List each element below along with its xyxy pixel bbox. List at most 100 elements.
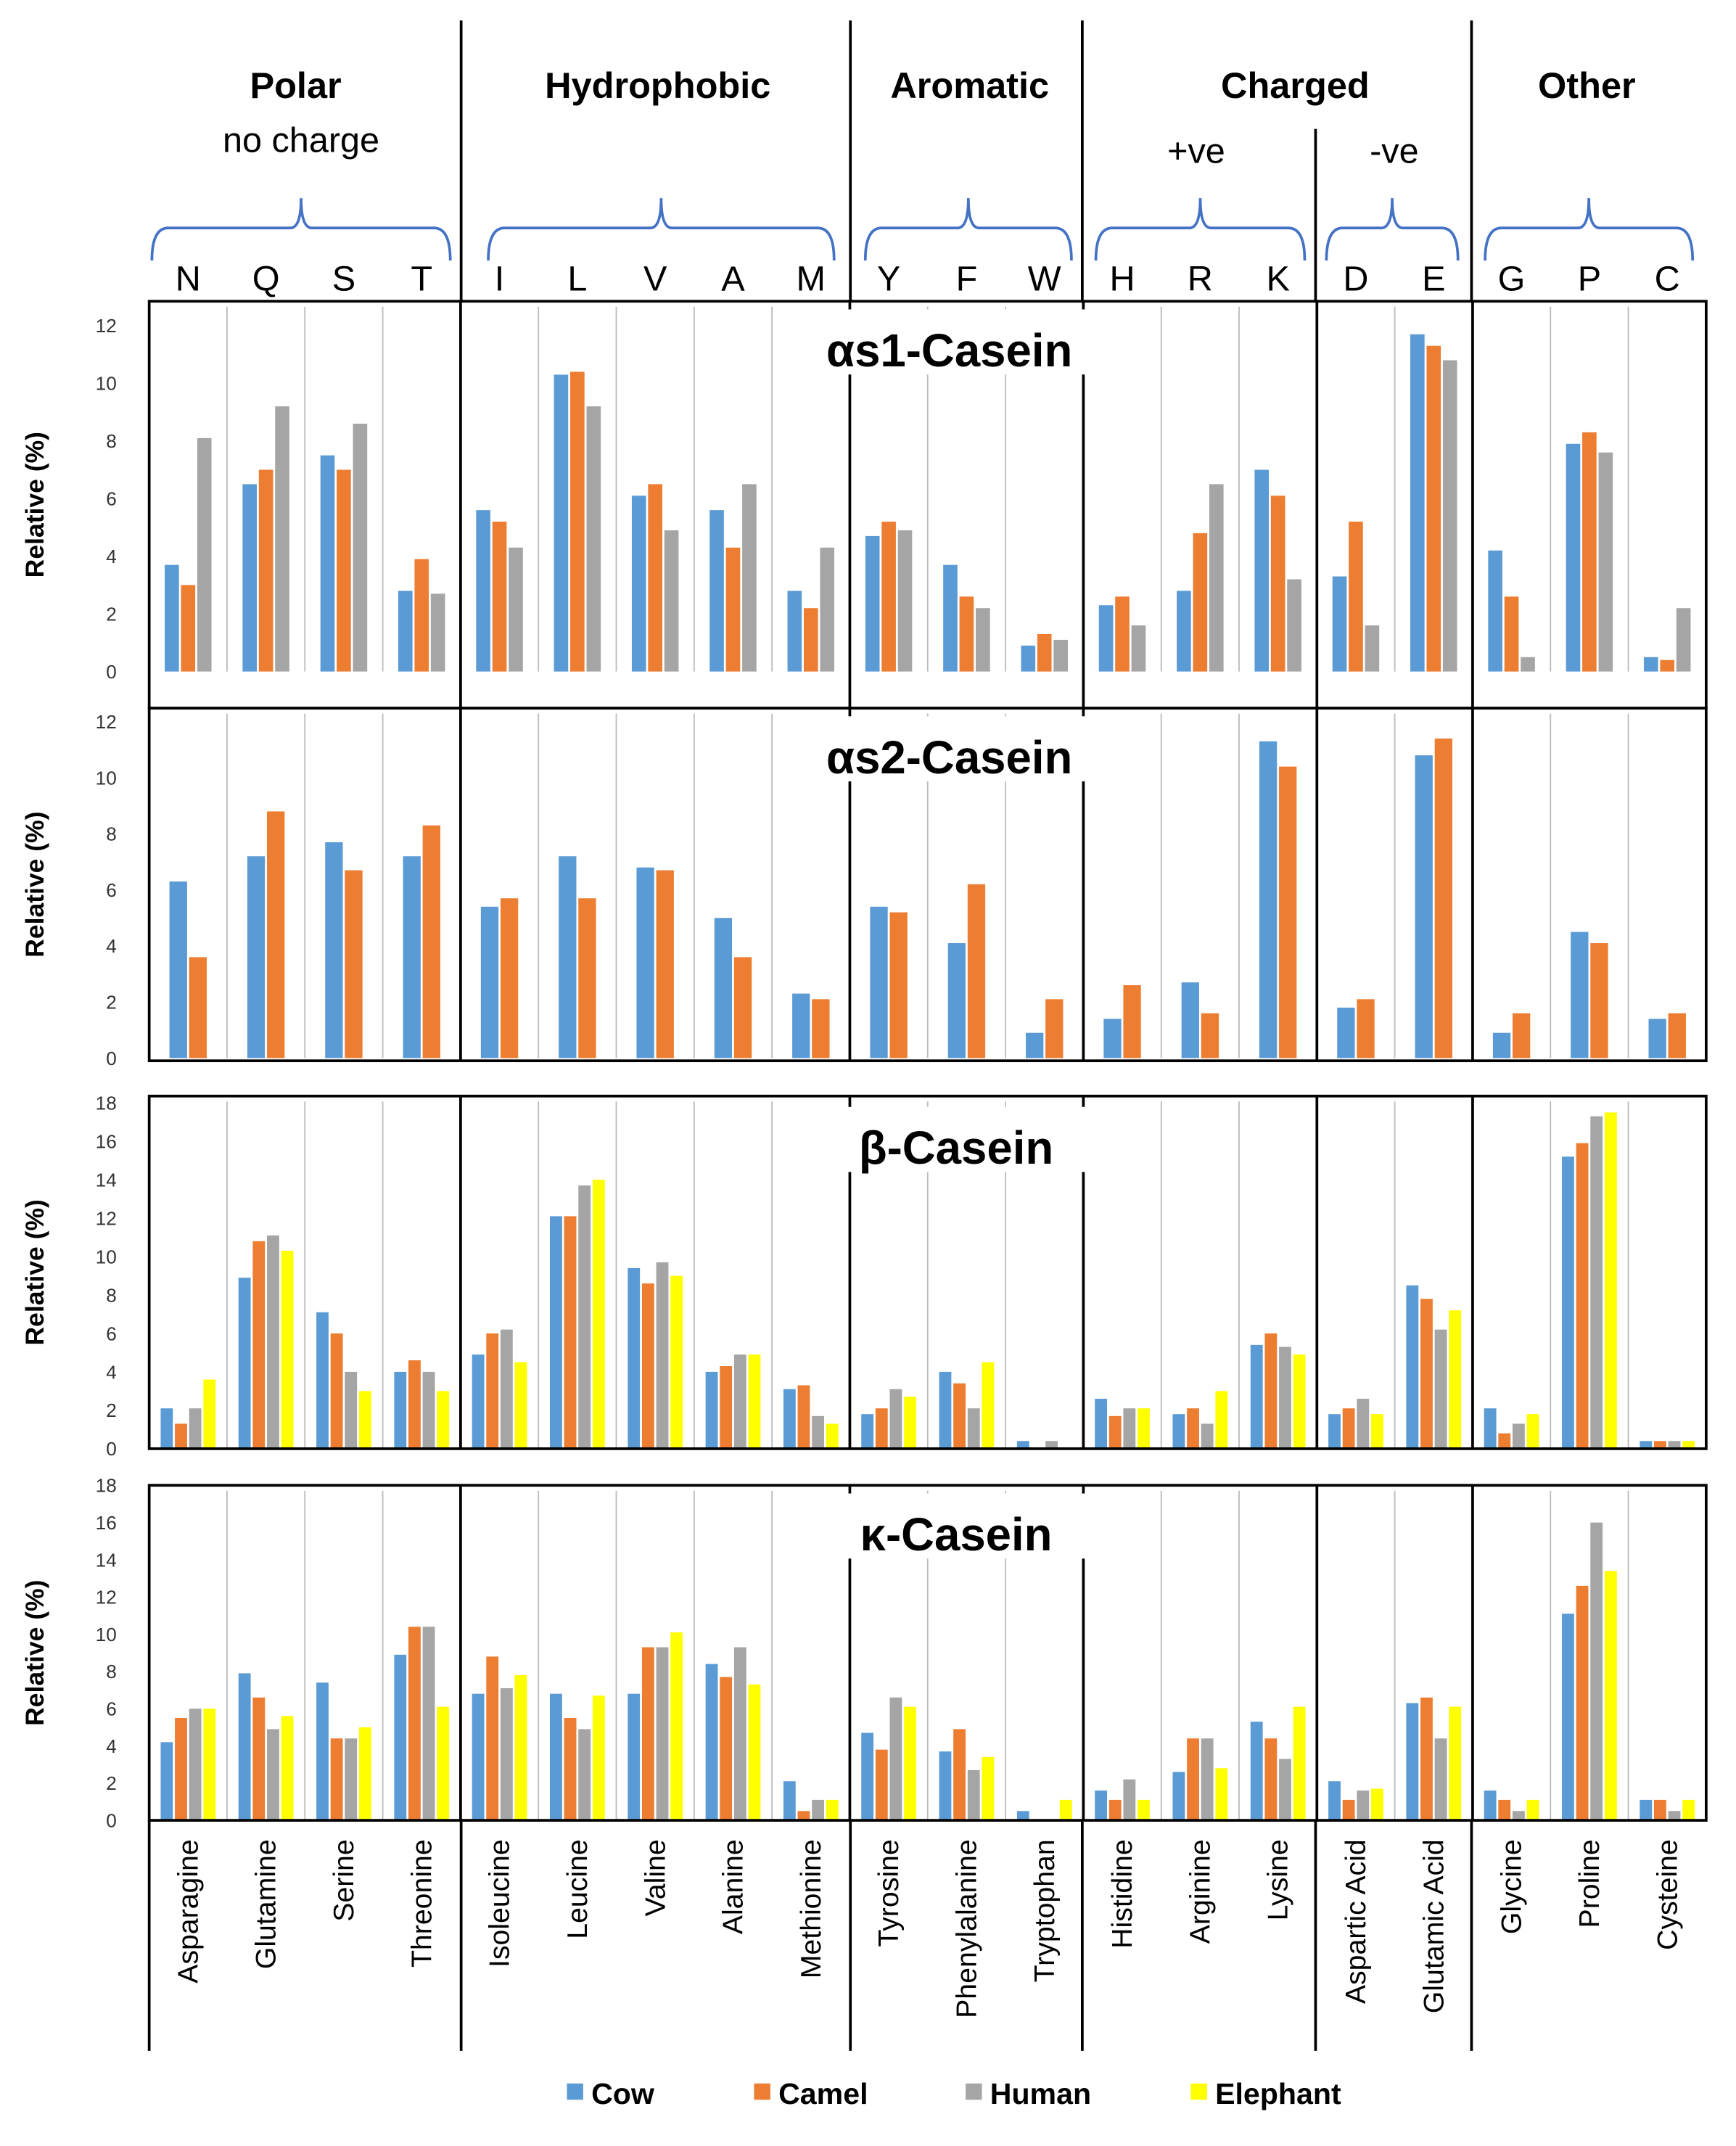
bar-camel-P [1590,943,1608,1058]
bar-elephant-D [1371,1788,1383,1821]
bar-camel-I [492,522,507,672]
category-label: Valine [639,1839,671,1916]
bar-cow-Q [238,1673,251,1821]
panel-title: αs2-Casein [826,732,1072,784]
y-tick-label: 18 [96,1475,117,1497]
bar-camel-I [486,1333,499,1449]
bar-elephant-Y [904,1706,916,1821]
group-headers: Polar Hydrophobic Aromatic Charged Other no c… [150,65,1695,298]
bar-elephant-H [1138,1799,1150,1821]
bar-camel-Y [889,912,908,1058]
amino-letter: T [411,259,432,298]
bar-elephant-L [592,1695,605,1821]
bar-camel-W [1037,633,1052,672]
bar-cow-A [714,918,733,1058]
bar-camel-R [1201,1013,1219,1058]
bar-elephant-S [358,1727,371,1821]
y-tick-label: 8 [106,823,117,845]
amino-letter: N [176,259,201,298]
bar-elephant-T [437,1706,450,1821]
bar-elephant-L [592,1180,605,1449]
bar-human-C [1668,1811,1681,1821]
bar-camel-Y [875,1749,888,1821]
bar-cow-G [1484,1791,1497,1821]
bar-cow-N [160,1742,173,1821]
y-tick-label: 6 [106,879,117,901]
bar-camel-Q [267,811,285,1058]
bar-cow-T [403,856,421,1058]
bar-camel-Q [258,469,273,672]
bar-human-P [1598,452,1613,672]
bar-cow-Q [238,1278,251,1449]
bar-cow-C [1640,1441,1653,1449]
amino-letter: H [1109,259,1135,298]
group-subheader: +ve [1167,132,1225,171]
bar-cow-P [1562,1613,1574,1821]
bar-elephant-G [1526,1414,1539,1449]
y-tick-label: 12 [96,1587,117,1608]
y-tick-label: 10 [96,373,117,395]
category-label: Tryptophan [1029,1839,1061,1982]
y-tick-label: 10 [96,1246,117,1267]
bar-human-V [656,1262,669,1449]
panel-title-bg [797,309,1102,375]
bar-cow-D [1332,576,1347,672]
bar-human-Q [267,1729,279,1821]
bar-human-W [1053,639,1068,672]
bar-cow-G [1488,550,1502,672]
bar-elephant-N [203,1709,216,1821]
bar-cow-I [476,510,490,672]
amino-letter: C [1655,259,1680,298]
group-subheader: no charge [223,121,379,160]
bar-elephant-Q [281,1716,294,1821]
bar-cow-R [1172,1414,1185,1449]
bar-elephant-M [826,1799,839,1821]
bar-camel-E [1420,1299,1433,1449]
bar-human-H [1123,1408,1136,1449]
amino-letter: Y [877,259,900,298]
group-header: Polar [250,65,341,106]
bar-cow-V [628,1693,641,1821]
legend-label: Elephant [1215,2077,1341,2110]
bar-camel-D [1349,522,1363,672]
bar-camel-M [797,1385,810,1449]
bar-human-Y [889,1389,902,1449]
bar-cow-S [320,455,335,672]
bar-cow-C [1643,657,1658,672]
bar-human-I [500,1329,513,1449]
amino-letter: M [797,259,826,298]
bar-camel-K [1264,1738,1278,1821]
y-tick-label: 12 [96,315,117,337]
bar-cow-H [1095,1398,1108,1449]
bar-cow-L [554,374,569,672]
bar-human-G [1512,1811,1525,1821]
y-tick-label: 12 [96,711,117,733]
bar-elephant-S [358,1391,371,1449]
bar-elephant-A [748,1684,761,1821]
y-tick-label: 18 [96,1092,117,1114]
category-label: Asparagine [172,1839,204,1983]
bar-camel-N [181,585,196,672]
bar-camel-V [656,870,674,1058]
amino-letter: L [567,259,587,298]
y-tick-label: 4 [106,546,117,567]
panel-title: κ-Casein [860,1509,1053,1561]
bar-human-K [1287,579,1301,672]
bar-cow-E [1415,755,1433,1058]
bar-camel-C [1653,1441,1666,1449]
bar-elephant-Q [281,1251,294,1449]
bar-cow-F [939,1371,952,1449]
amino-letter: P [1578,259,1601,298]
bar-elephant-T [437,1391,450,1449]
bar-cow-E [1406,1285,1419,1449]
y-tick-label: 2 [106,1399,117,1421]
bar-human-W [1045,1441,1058,1449]
bar-human-P [1590,1116,1603,1449]
amino-letter: A [721,259,745,298]
bar-cow-R [1181,982,1199,1058]
category-label: Methionine [795,1839,827,1978]
bar-elephant-C [1682,1441,1695,1449]
amino-letter: D [1343,259,1368,298]
y-tick-label: 2 [106,992,117,1014]
y-tick-label: 4 [106,935,117,957]
